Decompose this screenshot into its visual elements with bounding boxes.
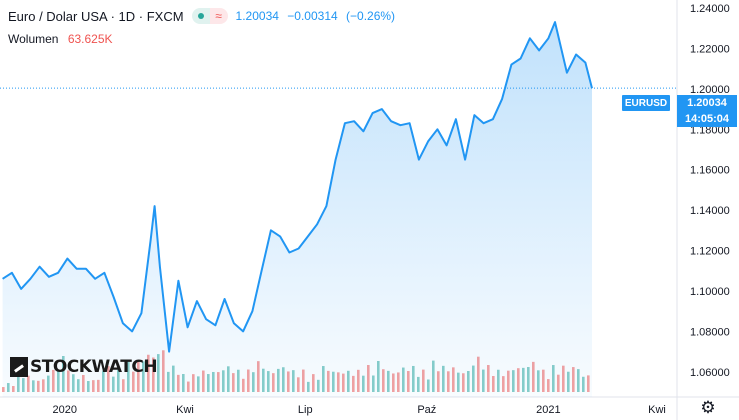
last-price-tag: 1.20034 — [677, 95, 737, 111]
y-tick-label: 1.06000 — [690, 367, 730, 379]
logo-mark-icon — [10, 357, 28, 377]
volume-legend[interactable]: Wolumen 63.625K — [8, 32, 113, 46]
y-tick-label: 1.20000 — [690, 84, 730, 96]
last-price: 1.20034 — [235, 9, 279, 23]
y-tick-label: 1.08000 — [690, 326, 730, 338]
market-status-icon[interactable]: ≈ — [191, 8, 228, 24]
price-line — [2, 21, 593, 353]
quote-values: 1.20034 −0.00314 (−0.26%) — [236, 9, 401, 23]
market-open-dot — [191, 8, 210, 24]
logo-text: STOCKWATCH — [30, 357, 158, 377]
x-tick-label: 2021 — [536, 404, 560, 416]
price-change-pct: (−0.26%) — [346, 9, 396, 23]
symbol-title[interactable]: Euro / Dolar USA · 1D · FXCM — [8, 8, 184, 24]
y-tick-label: 1.22000 — [690, 43, 730, 55]
x-tick-label: Kwi — [176, 404, 194, 416]
x-tick-label: 2020 — [53, 404, 77, 416]
x-tick-label: Kwi — [648, 404, 666, 416]
gear-icon[interactable]: ⚙ — [700, 398, 716, 417]
y-tick-label: 1.14000 — [690, 205, 730, 217]
y-tick-label: 1.10000 — [690, 286, 730, 298]
y-tick-label: 1.24000 — [690, 3, 730, 15]
price-change: −0.00314 — [287, 9, 338, 23]
chart-header: Euro / Dolar USA · 1D · FXCM ≈ 1.20034 −… — [8, 7, 400, 25]
delayed-data-icon: ≈ — [209, 8, 228, 24]
x-tick-label: Lip — [298, 404, 313, 416]
y-tick-label: 1.12000 — [690, 246, 730, 258]
symbol-tag: EURUSD — [622, 95, 670, 111]
x-tick-label: Paź — [417, 404, 436, 416]
price-area — [2, 22, 593, 397]
volume-value: 63.625K — [67, 32, 113, 46]
volume-label: Wolumen — [8, 32, 59, 46]
bar-countdown-tag: 14:05:04 — [677, 111, 737, 127]
y-tick-label: 1.16000 — [690, 165, 730, 177]
y-tick-label: 1.18000 — [690, 124, 730, 136]
stockwatch-logo: STOCKWATCH — [10, 356, 158, 378]
